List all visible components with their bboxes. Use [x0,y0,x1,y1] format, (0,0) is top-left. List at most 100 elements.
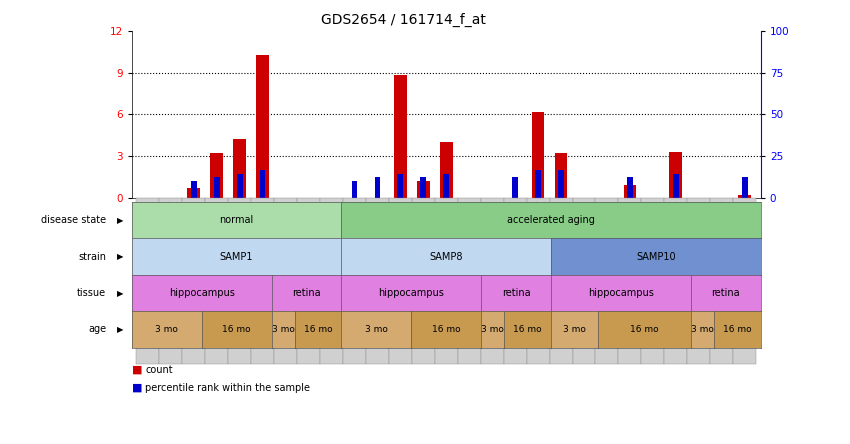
Text: 3 mo: 3 mo [691,325,714,334]
FancyBboxPatch shape [481,198,504,364]
FancyBboxPatch shape [388,198,411,364]
Text: 3 mo: 3 mo [563,325,586,334]
Text: ■: ■ [132,383,142,392]
Bar [375,177,380,198]
Bar [627,177,632,198]
FancyBboxPatch shape [274,198,297,364]
Text: disease state: disease state [41,215,106,225]
Bar [555,153,567,198]
Text: 16 mo: 16 mo [222,325,251,334]
Text: 3 mo: 3 mo [481,325,504,334]
Text: GSM143734: GSM143734 [719,199,725,242]
Bar [352,181,357,198]
FancyBboxPatch shape [251,198,274,364]
Text: SAMP1: SAMP1 [220,252,253,262]
Text: percentile rank within the sample: percentile rank within the sample [145,383,310,392]
Text: GSM143743: GSM143743 [328,199,334,242]
Text: count: count [145,365,173,375]
Text: GSM143760: GSM143760 [167,199,173,242]
Text: GSM143752: GSM143752 [420,199,427,242]
FancyBboxPatch shape [320,198,343,364]
Bar [421,177,426,198]
Bar [237,174,242,198]
Text: ▶: ▶ [117,216,124,225]
Bar [670,152,682,198]
Text: GSM143749: GSM143749 [558,199,564,242]
Text: 16 mo: 16 mo [723,325,751,334]
Text: ▶: ▶ [117,325,124,334]
FancyBboxPatch shape [297,198,320,364]
FancyBboxPatch shape [343,198,366,364]
Text: GSM143747: GSM143747 [627,199,633,242]
Text: GSM143759: GSM143759 [144,199,150,242]
Text: retina: retina [292,288,320,298]
Bar [234,139,246,198]
Bar [742,177,747,198]
Text: accelerated aging: accelerated aging [507,215,595,225]
Text: 3 mo: 3 mo [365,325,388,334]
FancyBboxPatch shape [159,198,182,364]
FancyBboxPatch shape [228,198,251,364]
Text: SAMP10: SAMP10 [636,252,676,262]
Text: GSM143741: GSM143741 [489,199,496,242]
Text: GSM143738: GSM143738 [512,199,518,242]
Text: 16 mo: 16 mo [303,325,332,334]
Bar [394,75,406,198]
Text: GSM143739: GSM143739 [535,199,541,242]
Bar [444,174,449,198]
Bar [187,188,200,198]
Text: GSM143753: GSM143753 [443,199,450,242]
Bar [260,170,265,198]
Text: GSM143755: GSM143755 [374,199,381,242]
Bar [513,177,518,198]
Text: GSM143746: GSM143746 [604,199,610,242]
Text: GSM143737: GSM143737 [696,199,702,242]
FancyBboxPatch shape [205,198,228,364]
Bar [624,185,636,198]
Bar [210,153,223,198]
Text: tissue: tissue [77,288,106,298]
Text: 16 mo: 16 mo [630,325,659,334]
Text: strain: strain [78,252,106,262]
FancyBboxPatch shape [366,198,388,364]
FancyBboxPatch shape [642,198,665,364]
Text: hippocampus: hippocampus [168,288,235,298]
Bar [191,181,196,198]
Bar [257,55,269,198]
Text: ▶: ▶ [117,289,124,297]
FancyBboxPatch shape [504,198,527,364]
Text: GSM143758: GSM143758 [236,199,242,242]
Text: retina: retina [711,288,740,298]
FancyBboxPatch shape [136,198,159,364]
FancyBboxPatch shape [182,198,205,364]
FancyBboxPatch shape [596,198,619,364]
Text: GSM143742: GSM143742 [305,199,311,242]
Bar [532,111,544,198]
Text: age: age [88,325,106,334]
FancyBboxPatch shape [711,198,734,364]
Text: hippocampus: hippocampus [588,288,654,298]
FancyBboxPatch shape [665,198,688,364]
Bar [536,170,541,198]
FancyBboxPatch shape [458,198,481,364]
FancyBboxPatch shape [434,198,458,364]
Text: 3 mo: 3 mo [272,325,295,334]
Bar [440,142,452,198]
Text: normal: normal [219,215,253,225]
Text: retina: retina [502,288,530,298]
Text: ■: ■ [132,365,142,375]
Bar [417,181,429,198]
FancyBboxPatch shape [688,198,711,364]
Text: GSM143735: GSM143735 [742,199,748,242]
Bar [673,174,678,198]
Text: GSM143757: GSM143757 [213,199,219,242]
Text: GSM143754: GSM143754 [351,199,358,242]
Text: GSM143750: GSM143750 [581,199,587,242]
FancyBboxPatch shape [573,198,596,364]
Text: SAMP8: SAMP8 [429,252,463,262]
Text: hippocampus: hippocampus [378,288,445,298]
Bar [214,177,219,198]
FancyBboxPatch shape [550,198,573,364]
FancyBboxPatch shape [411,198,434,364]
Text: GSM143748: GSM143748 [650,199,656,242]
